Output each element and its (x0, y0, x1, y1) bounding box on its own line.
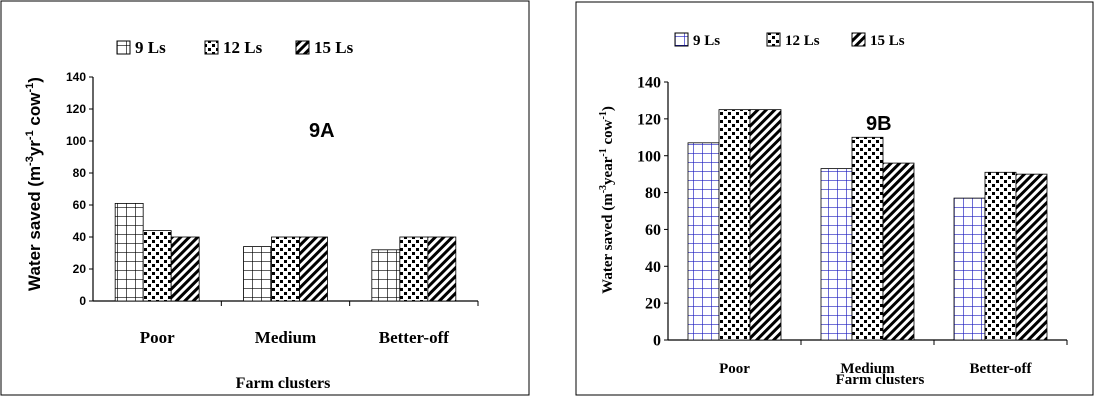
chart-9b-legend-swatch (851, 32, 866, 47)
chart-9b-y-tick-label: 0 (653, 333, 661, 350)
chart-9a-legend-swatch (295, 40, 310, 55)
chart-9a-bar-better-off-12ls (399, 236, 429, 302)
chart-9b-panel-label: 9B (866, 113, 892, 135)
chart-9b-y-tick-label: 80 (645, 185, 661, 202)
chart-9b-y-tick-label: 60 (645, 222, 661, 239)
chart-9b-bar-better-off-15ls (1015, 173, 1048, 341)
chart-9a-legend-label: 9 Ls (135, 38, 166, 57)
chart-9b-bar-poor-15ls (749, 109, 782, 341)
chart-9a-bar-better-off-15ls (427, 236, 457, 302)
chart-9b: 9 Ls 12 Ls 15 Ls Water saved (m-3year-1 co… (575, 1, 1094, 396)
chart-9b-category-label: Poor (719, 361, 750, 377)
chart-9a-y-tick-label: 80 (73, 166, 87, 180)
chart-9b-legend-swatch (674, 32, 689, 47)
chart-9a-legend: 9 Ls 12 Ls 15 Ls (116, 38, 354, 57)
chart-9a-bar-poor-15ls (170, 236, 200, 302)
chart-9b-y-axis-label: Water saved (m-3year-1 cow-1) (598, 106, 616, 294)
chart-9a-y-tick-label: 0 (79, 294, 86, 308)
chart-9a-legend-label: 12 Ls (223, 38, 263, 57)
chart-9a-bar-medium-9ls (243, 246, 272, 302)
chart-9a-legend-label: 15 Ls (314, 38, 354, 57)
chart-9b-bar-medium-15ls (882, 162, 915, 341)
chart-9a-legend-swatch (204, 40, 219, 55)
chart-9a-category-label: Poor (140, 328, 175, 347)
chart-9b-category-label: Better-off (970, 361, 1033, 377)
chart-9a-y-tick-label: 100 (66, 134, 86, 148)
chart-9b-y-tick-label: 40 (645, 259, 661, 276)
chart-9b-legend-label: 15 Ls (870, 33, 905, 49)
chart-9a-y-tick-label: 40 (73, 230, 87, 244)
chart-9b-category-label: Medium (840, 361, 895, 377)
chart-9a-bar-better-off-9ls (371, 249, 401, 302)
chart-9b-bar-poor-12ls (718, 109, 751, 341)
chart-9a-x-axis-label: Farm clusters (236, 375, 331, 392)
chart-9a-category-label: Medium (255, 328, 316, 347)
chart-9a-y-tick-label: 20 (73, 262, 87, 276)
chart-9a-frame (0, 0, 530, 396)
chart-9b-legend-label: 12 Ls (785, 33, 820, 49)
chart-9b-y-tick-label: 120 (637, 111, 661, 128)
chart-9a-y-tick-label: 120 (66, 102, 86, 116)
chart-9b-plot-area: 0 20 40 60 80 100 120 140 Poor Medium Better-off (637, 75, 1068, 377)
chart-9b-bar-better-off-12ls (984, 171, 1017, 341)
chart-9b-y-tick-label: 140 (637, 75, 661, 92)
chart-9b-legend: 9 Ls 12 Ls 15 Ls (674, 32, 905, 49)
chart-9a-plot-area: 0 20 40 60 80 100 120 140 Poor Medium Better-off (66, 70, 479, 347)
chart-9b-bar-medium-9ls (820, 168, 853, 341)
chart-9a-y-tick-label: 60 (73, 198, 87, 212)
chart-9a-bar-poor-9ls (114, 202, 144, 302)
chart-9b-bar-better-off-9ls (953, 197, 986, 341)
chart-9a-legend-swatch (116, 40, 131, 55)
chart-9b-y-tick-label: 100 (637, 148, 661, 165)
chart-9a-bar-medium-12ls (271, 236, 300, 302)
chart-9a-panel-label: 9A (309, 120, 335, 142)
chart-9b-legend-swatch (766, 32, 781, 47)
chart-9b-legend-label: 9 Ls (693, 33, 720, 49)
chart-9b-x-axis-label: Farm clusters (836, 372, 925, 388)
chart-9b-bar-poor-9ls (687, 142, 720, 341)
chart-9a-bar-medium-15ls (299, 236, 328, 302)
chart-9b-y-tick-label: 20 (645, 296, 661, 313)
chart-9a-category-label: Better-off (379, 328, 449, 347)
chart-9a-y-axis-label: Water saved (m-3yr-1 cow-1) (24, 77, 44, 291)
chart-9a-bar-poor-12ls (142, 230, 172, 302)
chart-9b-bar-medium-12ls (851, 136, 884, 341)
chart-9a-y-tick-label: 140 (66, 70, 86, 84)
chart-9a: 9 Ls 12 Ls 15 Ls Water saved (m-3yr-1 cow-… (0, 0, 530, 396)
